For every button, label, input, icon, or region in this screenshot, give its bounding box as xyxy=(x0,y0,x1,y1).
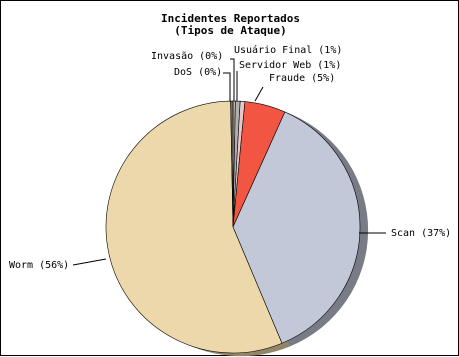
slice-label-6: DoS (0%) xyxy=(174,67,222,78)
slice-label-0: Invasão (0%) xyxy=(151,51,223,62)
slice-label-3: Fraude (5%) xyxy=(269,73,335,84)
chart-title: Incidentes Reportados xyxy=(160,12,301,25)
chart-subtitle: (Tipos de Ataque) xyxy=(174,24,287,37)
slice-label-1: Usuário Final (1%) xyxy=(234,44,342,56)
slice-label-5: Worm (56%) xyxy=(9,260,69,271)
slice-4[interactable] xyxy=(232,111,361,344)
leader-line-3 xyxy=(254,86,264,102)
slice-5[interactable] xyxy=(105,100,283,354)
slice-labels: Invasão (0%) Usuário Final (1%) Servidor W… xyxy=(9,44,451,271)
slice-label-4: Scan (37%) xyxy=(391,228,451,239)
leader-line-5 xyxy=(72,258,107,266)
leader-line-6 xyxy=(223,72,231,101)
slice-6[interactable] xyxy=(230,100,234,228)
slice-label-2: Servidor Web (1%) xyxy=(239,60,341,71)
leader-line-0 xyxy=(230,58,235,101)
pie-slices xyxy=(105,100,361,354)
